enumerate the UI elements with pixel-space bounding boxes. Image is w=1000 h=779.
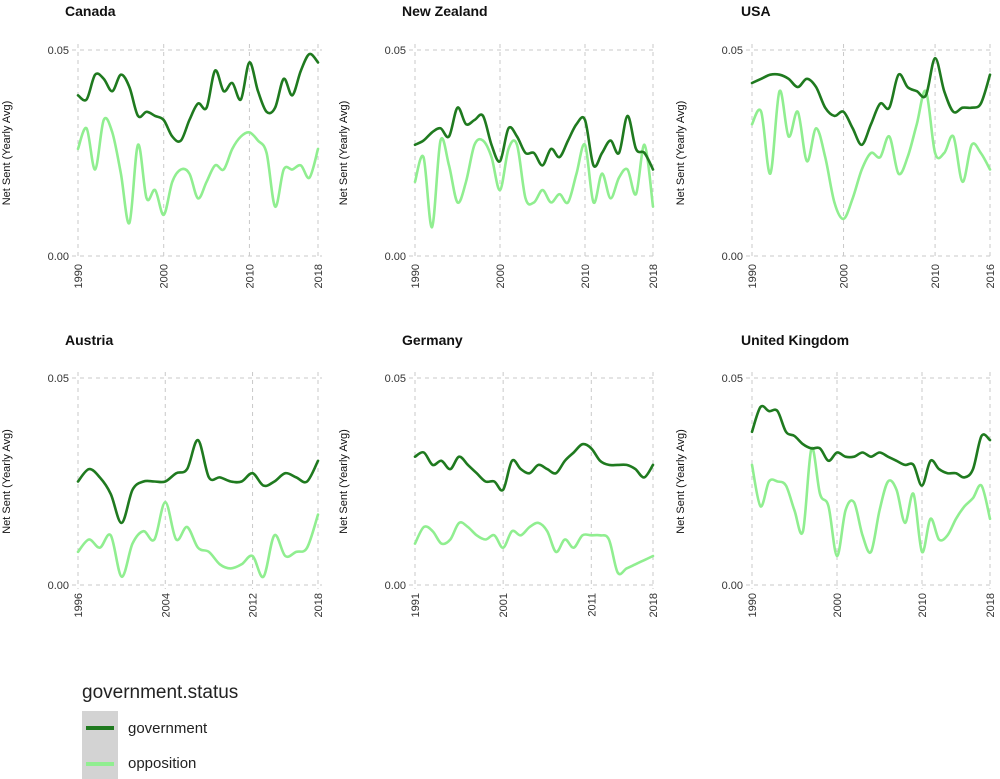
y-axis-title-canada: Net Sent (Yearly Avg) bbox=[1, 101, 13, 206]
legend: government.status government opposition bbox=[82, 682, 238, 779]
series-line-germany-opposition bbox=[413, 521, 655, 576]
x-tick-label-usa-3: 2016 bbox=[985, 264, 997, 288]
series-line-canada-government bbox=[76, 52, 320, 143]
panel-new-zealand: New Zealand Net Sent (Yearly Avg) 0.00 0.05… bbox=[338, 3, 660, 288]
y-tick-label-germany-1: 0.05 bbox=[385, 373, 406, 385]
series-line-usa-government bbox=[750, 56, 992, 147]
series-line-austria-government bbox=[76, 438, 320, 525]
y-axis-title-united-kingdom: Net Sent (Yearly Avg) bbox=[675, 429, 687, 534]
panel-title-new-zealand: New Zealand bbox=[402, 3, 488, 19]
x-tick-label-austria-2: 2012 bbox=[248, 593, 260, 617]
series-line-germany-government bbox=[413, 442, 655, 492]
y-tick-label-austria-0: 0.00 bbox=[48, 580, 69, 592]
y-tick-label-usa-1: 0.05 bbox=[722, 45, 743, 57]
series-line-new-zealand-government bbox=[413, 106, 655, 171]
x-tick-label-new-zealand-0: 1990 bbox=[410, 264, 422, 288]
x-tick-label-usa-2: 2010 bbox=[930, 264, 942, 288]
legend-key-background bbox=[82, 711, 118, 779]
x-tick-label-canada-1: 2000 bbox=[159, 264, 171, 288]
x-tick-label-new-zealand-3: 2018 bbox=[648, 264, 660, 288]
panel-title-usa: USA bbox=[741, 3, 771, 19]
x-tick-label-canada-2: 2010 bbox=[244, 264, 256, 288]
x-tick-label-united-kingdom-1: 2000 bbox=[832, 593, 844, 617]
y-tick-label-new-zealand-0: 0.00 bbox=[385, 251, 406, 263]
y-axis-title-usa: Net Sent (Yearly Avg) bbox=[675, 101, 687, 206]
panel-germany: Germany Net Sent (Yearly Avg) 0.00 0.05 1991… bbox=[338, 332, 660, 617]
panel-usa: USA Net Sent (Yearly Avg) 0.00 0.05 1990 2000… bbox=[675, 3, 997, 288]
x-tick-label-germany-0: 1991 bbox=[410, 593, 422, 617]
y-tick-label-canada-0: 0.00 bbox=[48, 251, 69, 263]
y-tick-label-austria-1: 0.05 bbox=[48, 373, 69, 385]
x-tick-label-austria-0: 1996 bbox=[73, 593, 85, 617]
y-tick-label-usa-0: 0.00 bbox=[722, 251, 743, 263]
legend-title: government.status bbox=[82, 682, 238, 703]
panel-title-austria: Austria bbox=[65, 332, 113, 348]
x-tick-label-usa-1: 2000 bbox=[839, 264, 851, 288]
series-line-united-kingdom-government bbox=[750, 404, 992, 487]
panel-united-kingdom: United Kingdom Net Sent (Yearly Avg) 0.00 0… bbox=[675, 332, 997, 617]
x-tick-label-united-kingdom-3: 2018 bbox=[985, 593, 997, 617]
x-tick-label-united-kingdom-0: 1990 bbox=[747, 593, 759, 617]
x-tick-label-germany-3: 2018 bbox=[648, 593, 660, 617]
series-line-usa-opposition bbox=[750, 89, 992, 221]
chart-panels: Canada Net Sent (Yearly Avg) 0.00 0.05 1990 2… bbox=[1, 3, 997, 617]
panel-title-canada: Canada bbox=[65, 3, 116, 19]
legend-label-government: government bbox=[128, 720, 208, 737]
y-axis-title-austria: Net Sent (Yearly Avg) bbox=[1, 429, 13, 534]
x-tick-label-new-zealand-2: 2010 bbox=[580, 264, 592, 288]
y-axis-title-new-zealand: Net Sent (Yearly Avg) bbox=[338, 101, 350, 206]
panel-austria: Austria Net Sent (Yearly Avg) 0.00 0.05 1996… bbox=[1, 332, 325, 617]
y-tick-label-germany-0: 0.00 bbox=[385, 580, 406, 592]
x-tick-label-united-kingdom-2: 2010 bbox=[917, 593, 929, 617]
x-tick-label-austria-1: 2004 bbox=[160, 593, 172, 617]
x-tick-label-canada-3: 2018 bbox=[313, 264, 325, 288]
series-line-united-kingdom-opposition bbox=[750, 446, 992, 558]
panel-title-united-kingdom: United Kingdom bbox=[741, 332, 849, 348]
panel-canada: Canada Net Sent (Yearly Avg) 0.00 0.05 1990 2… bbox=[1, 3, 325, 288]
series-line-canada-opposition bbox=[76, 116, 320, 225]
x-tick-label-germany-1: 2001 bbox=[498, 593, 510, 617]
y-tick-label-united-kingdom-0: 0.00 bbox=[722, 580, 743, 592]
y-axis-title-germany: Net Sent (Yearly Avg) bbox=[338, 429, 350, 534]
x-tick-label-germany-2: 2011 bbox=[586, 593, 598, 617]
x-tick-label-usa-0: 1990 bbox=[747, 264, 759, 288]
y-tick-label-new-zealand-1: 0.05 bbox=[385, 45, 406, 57]
panel-title-germany: Germany bbox=[402, 332, 463, 348]
x-tick-label-canada-0: 1990 bbox=[73, 264, 85, 288]
y-tick-label-canada-1: 0.05 bbox=[48, 45, 69, 57]
x-tick-label-austria-3: 2018 bbox=[313, 593, 325, 617]
series-line-austria-opposition bbox=[76, 500, 320, 579]
series-line-new-zealand-opposition bbox=[413, 136, 655, 229]
x-tick-label-new-zealand-1: 2000 bbox=[495, 264, 507, 288]
y-tick-label-united-kingdom-1: 0.05 bbox=[722, 373, 743, 385]
legend-label-opposition: opposition bbox=[128, 755, 196, 772]
